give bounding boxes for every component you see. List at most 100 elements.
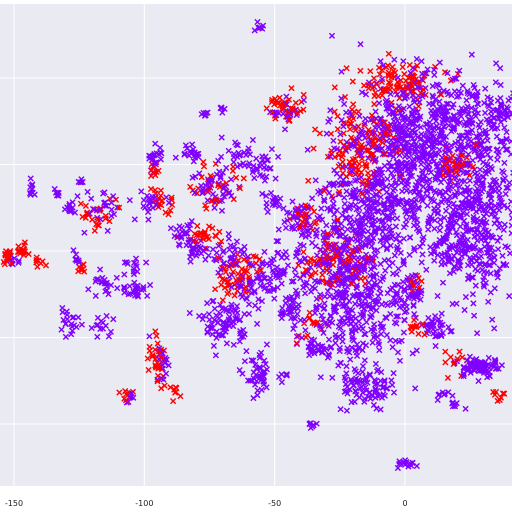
scatter-point (81, 268, 88, 275)
scatter-point (419, 70, 426, 77)
scatter-point (160, 376, 167, 383)
scatter-point (343, 143, 350, 150)
scatter-point (304, 146, 311, 153)
scatter-point (396, 357, 404, 364)
scatter-point (362, 115, 369, 122)
scatter-point (432, 111, 439, 118)
scatter-point (283, 371, 290, 378)
scatter-point (498, 138, 505, 145)
scatter-point (406, 103, 413, 110)
scatter-point (434, 205, 442, 212)
scatter-point (355, 146, 362, 153)
scatter-point (355, 370, 362, 377)
scatter-point (302, 233, 309, 240)
scatter-point (206, 223, 213, 230)
scatter-point (462, 243, 469, 250)
scatter-point (318, 205, 325, 212)
scatter-point (313, 420, 320, 427)
scatter-point (396, 199, 404, 206)
scatter-point (476, 166, 484, 173)
scatter-point (268, 98, 275, 106)
scatter-point (99, 274, 106, 281)
scatter-point (470, 300, 477, 307)
scatter-point (463, 188, 470, 195)
scatter-point (154, 340, 161, 347)
scatter-point (436, 190, 443, 197)
scatter-point (464, 236, 471, 243)
scatter-point (411, 163, 418, 170)
scatter-point (154, 376, 161, 383)
scatter-point (355, 325, 362, 332)
scatter-point (450, 360, 457, 368)
scatter-point (396, 458, 403, 465)
scatter-point (481, 243, 488, 250)
scatter-point (241, 358, 248, 365)
scatter-point (215, 331, 222, 338)
scatter-point (338, 250, 345, 257)
scatter-point (411, 245, 418, 252)
scatter-point (359, 191, 366, 198)
scatter-point (300, 284, 307, 291)
scatter-point (379, 178, 386, 186)
scatter-point (260, 378, 267, 385)
scatter-point (408, 328, 415, 335)
scatter-point (419, 251, 426, 258)
scatter-point (206, 316, 213, 323)
scatter-point (391, 121, 398, 129)
scatter-point (399, 278, 407, 285)
scatter-point (66, 200, 73, 208)
scatter-point (447, 223, 454, 230)
scatter-point (466, 361, 473, 368)
scatter-point (411, 316, 418, 324)
scatter-point (306, 309, 313, 316)
scatter-point (343, 65, 350, 72)
scatter-point (255, 24, 262, 31)
scatter-point (396, 198, 403, 205)
scatter-point (341, 194, 348, 201)
scatter-point (55, 189, 62, 197)
scatter-point (234, 142, 241, 149)
scatter-point (389, 381, 396, 389)
scatter-point (488, 211, 495, 218)
scatter-point (431, 187, 438, 194)
scatter-point (363, 251, 370, 258)
scatter-point (319, 349, 326, 356)
scatter-point (336, 244, 343, 251)
scatter-point (372, 389, 379, 396)
scatter-point (287, 109, 294, 116)
scatter-point (228, 176, 235, 183)
scatter-point (68, 331, 75, 338)
scatter-point (436, 59, 443, 66)
scatter-point (478, 232, 485, 239)
scatter-point (460, 371, 467, 378)
scatter-point (458, 253, 465, 260)
scatter-point (418, 278, 425, 285)
scatter-point (230, 159, 237, 166)
scatter-point (424, 152, 431, 159)
scatter-point (416, 284, 423, 291)
scatter-point (306, 314, 313, 321)
scatter-point (171, 386, 178, 393)
scatter-point (113, 274, 120, 281)
scatter-point (466, 197, 473, 204)
scatter-point (239, 251, 246, 258)
scatter-point (378, 218, 385, 225)
scatter-point (237, 328, 244, 335)
scatter-point (91, 227, 98, 234)
scatter-point (479, 183, 486, 190)
scatter-point (228, 284, 235, 291)
scatter-point (350, 187, 357, 194)
scatter-point (374, 392, 381, 399)
scatter-point (252, 381, 259, 388)
scatter-point (471, 148, 478, 155)
scatter-point (298, 232, 305, 239)
scatter-point (475, 137, 482, 144)
scatter-point (341, 259, 348, 266)
scatter-point (348, 320, 355, 327)
scatter-point (474, 88, 481, 96)
scatter-point (429, 317, 436, 325)
scatter-point (353, 170, 360, 177)
scatter-point (361, 160, 368, 167)
scatter-point (433, 118, 440, 125)
scatter-point (356, 113, 363, 120)
